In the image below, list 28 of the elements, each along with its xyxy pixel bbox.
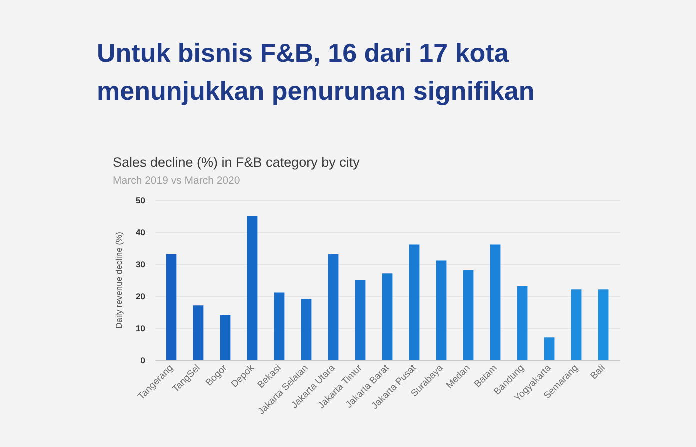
bar	[571, 290, 582, 360]
y-tick-label: 0	[140, 356, 146, 366]
bar	[544, 338, 555, 360]
x-tick-label: Bali	[588, 362, 608, 382]
y-axis-title: Daily revenue decline (%)	[114, 232, 124, 329]
bar	[382, 274, 393, 360]
bar	[274, 292, 285, 360]
bar	[247, 216, 258, 360]
bar	[301, 299, 312, 360]
bar	[463, 270, 474, 360]
y-tick-label: 20	[136, 292, 146, 302]
y-tick-label: 50	[136, 196, 146, 206]
bar	[517, 286, 528, 360]
text: March 2019 vs March 2020	[113, 175, 240, 187]
y-tick-label: 40	[136, 228, 146, 238]
chart-subtitle: Sales decline (%) in F&B category by city	[113, 155, 360, 170]
bar	[193, 306, 204, 360]
bar	[166, 254, 177, 360]
bar	[220, 315, 231, 360]
bar	[328, 254, 339, 360]
bar	[490, 244, 501, 360]
y-tick-label: 10	[136, 324, 146, 334]
y-tick-label: 30	[136, 260, 146, 270]
bar	[409, 244, 420, 360]
bar	[598, 290, 609, 360]
bar	[355, 280, 366, 360]
bar	[436, 260, 447, 360]
chart-title: Untuk bisnis F&B, 16 dari 17 kota menunjukkan penurunan signifikan	[97, 38, 535, 106]
